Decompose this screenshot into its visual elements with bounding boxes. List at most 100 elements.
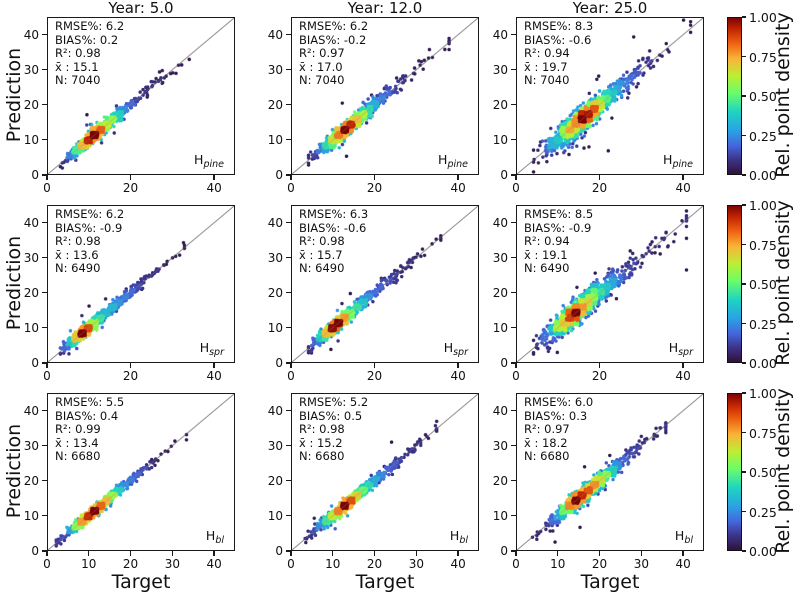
x-tick-mark	[46, 551, 48, 556]
x-tick-label: 0	[287, 181, 295, 195]
colorbar-tick	[742, 16, 746, 18]
y-tick-label: 0	[500, 168, 508, 182]
y-tick-mark	[286, 68, 291, 71]
species-label: Hspr	[200, 340, 224, 358]
y-tick-label: 10	[23, 508, 39, 523]
colorbar-tick	[742, 471, 746, 473]
colorbar-tick	[742, 322, 746, 325]
stats-line: RMSE%: 5.5	[55, 395, 125, 409]
species-label-subscript: pine	[203, 159, 224, 170]
stats-block: RMSE%: 8.5 BIAS%: -0.9 R²: 0.94 x̄ : 19.1 N:…	[524, 207, 593, 276]
y-tick-mark	[286, 292, 291, 294]
colorbar-tick	[742, 95, 746, 97]
x-tick-label: 0	[512, 181, 520, 195]
y-tick-label: 0	[275, 168, 283, 182]
y-tick-label: 10	[267, 132, 283, 147]
y-tick-label: 10	[267, 320, 283, 335]
y-tick-label: 30	[492, 250, 508, 265]
y-tick-mark	[286, 104, 291, 106]
y-tick-label: 10	[267, 508, 283, 523]
stats-line: BIAS%: 0.5	[299, 408, 363, 423]
stats-line: N: 7040	[524, 73, 570, 88]
species-label-subscript: bl	[684, 535, 693, 546]
x-tick-mark	[457, 551, 459, 556]
y-tick-mark	[286, 550, 291, 552]
x-tick-mark	[46, 175, 48, 180]
x-tick-mark	[213, 551, 215, 556]
colorbar-tick-label: 0.75	[749, 237, 777, 253]
y-tick-label: 30	[23, 62, 39, 77]
y-tick-mark	[42, 327, 47, 329]
species-label: Hspr	[669, 340, 693, 358]
x-tick-label: 20	[591, 181, 608, 195]
y-tick-mark	[511, 480, 516, 482]
y-tick-label: 10	[492, 132, 508, 147]
x-tick-label: 0	[512, 557, 520, 571]
y-tick-mark	[42, 221, 47, 224]
x-tick-mark	[515, 175, 517, 180]
y-tick-mark	[286, 444, 291, 447]
x-tick-label: 20	[366, 557, 383, 571]
y-tick-mark	[511, 33, 516, 36]
species-label-main: H	[205, 528, 216, 543]
x-tick-mark	[682, 551, 684, 556]
x-tick-mark	[457, 175, 459, 180]
x-axis-label-target: Target	[111, 571, 171, 593]
x-tick-mark	[171, 551, 173, 556]
stats-line: BIAS%: -0.6	[524, 32, 592, 47]
colorbar	[727, 393, 742, 551]
x-tick-mark	[213, 363, 215, 368]
x-tick-mark	[290, 363, 292, 368]
stats-block: RMSE%: 6.2 BIAS%: -0.2 R²: 0.97 x̄ : 17.0 N:…	[299, 19, 369, 88]
x-tick-mark	[598, 363, 601, 368]
y-tick-label: 20	[492, 473, 508, 488]
y-tick-mark	[286, 139, 291, 141]
stats-line: RMSE%: 6.2	[299, 19, 369, 33]
x-tick-mark	[290, 551, 292, 556]
x-tick-mark	[557, 551, 559, 556]
species-label: Hpine	[438, 152, 468, 170]
x-tick-label: 20	[122, 557, 139, 571]
stats-line: RMSE%: 6.0	[524, 395, 594, 409]
x-tick-mark	[129, 363, 132, 368]
x-tick-label: 40	[675, 557, 691, 571]
y-tick-mark	[511, 444, 516, 447]
x-tick-label: 40	[450, 369, 466, 383]
x-tick-label: 20	[366, 369, 383, 383]
colorbar	[727, 17, 742, 175]
colorbar-tick	[742, 174, 746, 176]
x-tick-mark	[373, 551, 376, 556]
stats-line: BIAS%: -0.9	[55, 220, 123, 235]
y-tick-mark	[42, 292, 47, 294]
y-tick-label: 30	[23, 250, 39, 265]
species-label-subscript: pine	[447, 159, 468, 170]
y-tick-mark	[42, 256, 47, 259]
colorbar-tick-label: 0.00	[749, 168, 777, 183]
y-tick-mark	[511, 221, 516, 224]
y-tick-label: 0	[31, 168, 39, 182]
y-tick-mark	[286, 362, 291, 364]
x-tick-label: 40	[675, 369, 691, 383]
x-tick-mark	[129, 551, 132, 556]
y-tick-label: 20	[23, 473, 39, 488]
species-label-main: H	[438, 152, 448, 167]
x-tick-label: 40	[206, 557, 222, 571]
stats-line: x̄ : 15.2	[299, 435, 343, 450]
colorbar-tick-label: 0.50	[749, 277, 777, 292]
x-tick-label: 40	[450, 181, 466, 195]
x-tick-label: 20	[366, 181, 383, 195]
y-tick-mark	[42, 515, 47, 517]
y-tick-mark	[42, 139, 47, 141]
colorbar-tick-label: 1.00	[749, 386, 777, 401]
y-tick-label: 40	[23, 27, 39, 42]
species-label-main: H	[668, 340, 679, 355]
scatter-panel-bl-year5: RMSE%: 5.5 BIAS%: 0.4 R²: 0.99 x̄ : 13.4 N: …	[47, 393, 235, 551]
column-title-year: Year: 5.0	[108, 0, 174, 17]
x-tick-label: 0	[287, 557, 295, 571]
stats-line: R²: 0.98	[299, 422, 345, 437]
y-tick-label: 0	[31, 356, 39, 370]
y-tick-mark	[511, 550, 516, 552]
stats-line: R²: 0.97	[299, 46, 345, 61]
y-tick-mark	[42, 550, 47, 552]
y-tick-mark	[511, 327, 516, 329]
